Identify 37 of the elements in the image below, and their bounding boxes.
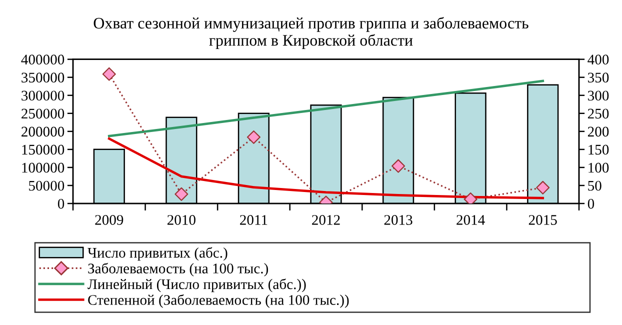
x-tick-label: 2014 [456,215,485,225]
legend-label: Линейный (Число привитых (абс.)) [88,278,306,292]
x-tick-label: 2013 [384,215,412,225]
y-tick-label: 350000 [22,72,64,83]
y-tick-label: 250000 [22,108,64,119]
y2-tick-label: 200 [588,126,609,137]
y2-tick-label: 100 [588,162,609,173]
legend-label: Заболеваемость (на 100 тыс.) [88,262,268,276]
point [536,180,550,194]
y2-tick-label: 400 [588,54,609,65]
y-tick-label: 150000 [22,144,64,155]
y2-tick-label: 350 [588,72,609,83]
y-tick-label: 50000 [29,180,64,191]
point [464,192,478,204]
y2-tick-label: 0 [588,198,594,209]
point [102,67,116,81]
y2-tick-label: 300 [588,90,609,101]
y-tick-label: 300000 [22,90,64,101]
y-tick-label: 400000 [21,54,64,65]
y-tick-label: 100000 [22,162,64,173]
y2-tick-label: 150 [588,144,609,155]
x-tick-label: 2011 [240,215,268,225]
point [174,187,188,201]
legend-label: Число привитых (абс.) [88,247,228,261]
y2-tick-label: 50 [588,180,602,191]
point [246,130,260,144]
x-tick-label: 2012 [312,215,340,225]
y2-tick-label: 250 [588,108,609,119]
line-series [108,80,544,138]
chart-title: Охват сезонной иммунизацией против гриппа и заболеваемость гриппом в Кировской области [94,17,528,49]
point [392,159,406,173]
legend-label: Степенной (Заболеваемость (на 100 тыс.)) [88,294,349,308]
y-tick-label: 200000 [22,126,64,137]
y-tick-label: 0 [58,198,64,209]
x-tick-label: 2009 [95,215,124,225]
x-tick-label: 2015 [528,215,557,225]
x-tick-label: 2010 [167,215,196,225]
